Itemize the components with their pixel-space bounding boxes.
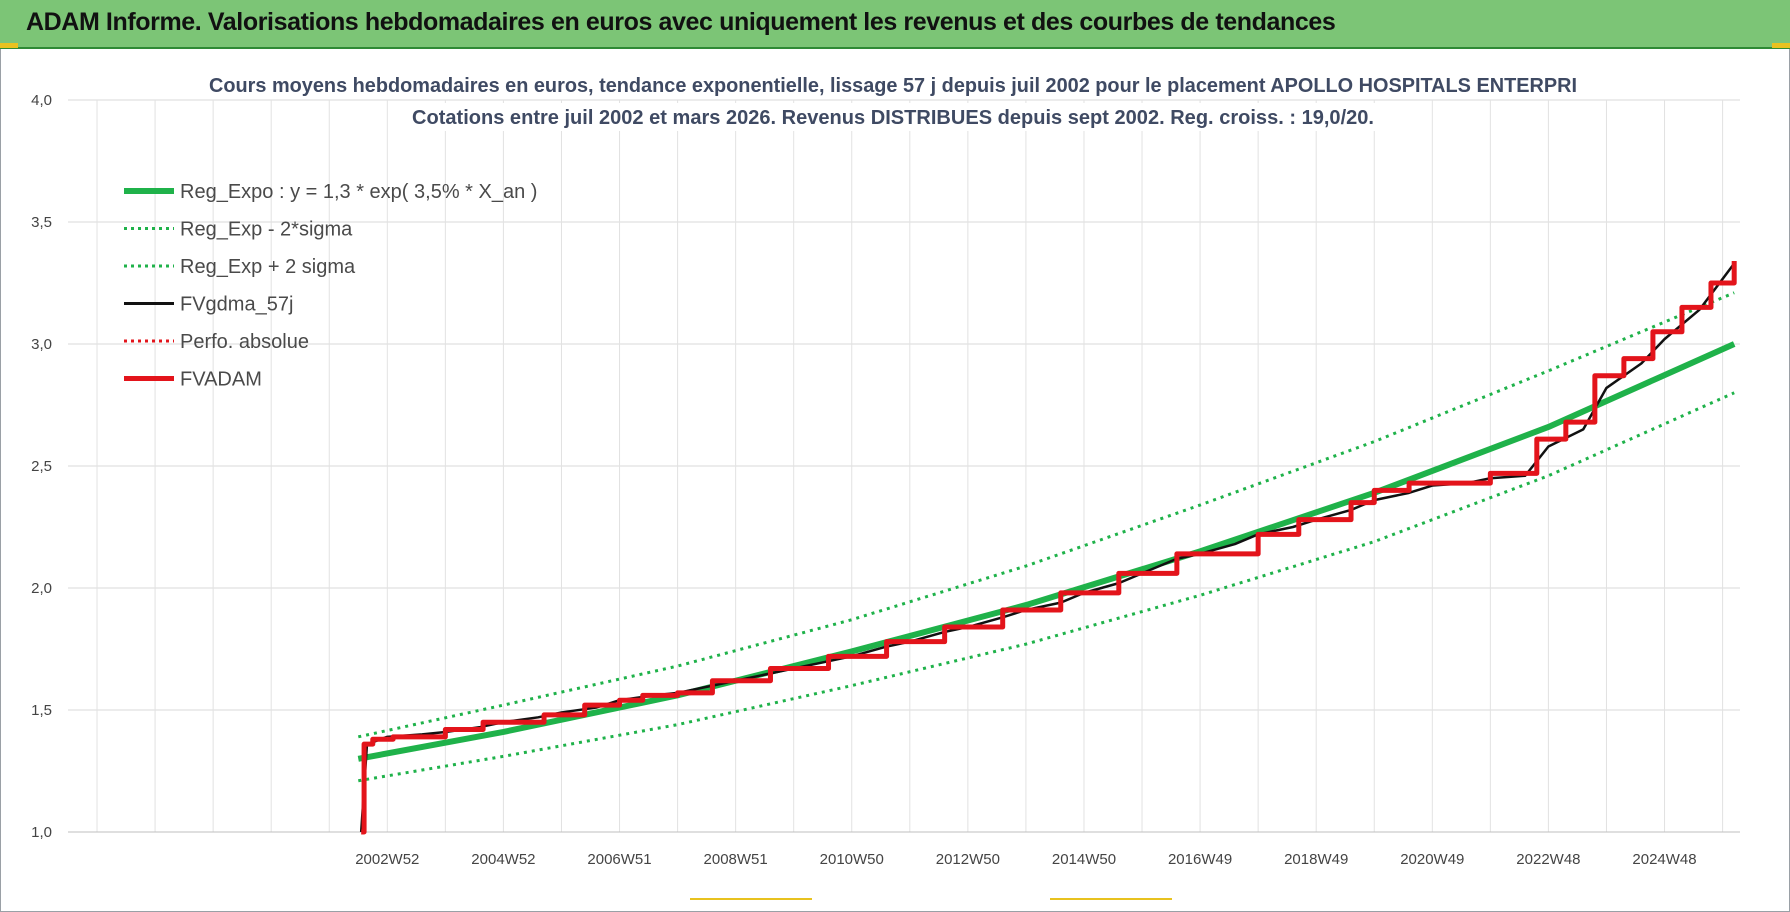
bottom-accent-mark-2 [1050,898,1172,900]
x-tick-label-6: 2014W50 [1052,851,1116,868]
x-tick-label-7: 2016W49 [1168,851,1232,868]
y-tick-label-6: 4,0 [31,92,52,109]
x-tick-label-2: 2006W51 [587,851,651,868]
report-banner: ADAM Informe. Valorisations hebdomadaire… [0,0,1790,49]
x-tick-label-8: 2018W49 [1284,851,1348,868]
series-line-1 [358,391,1735,783]
title-backdrop-2 [408,103,1378,131]
banner-title: ADAM Informe. Valorisations hebdomadaire… [26,8,1336,36]
corner-accent-left [0,43,18,48]
chart-titles: Cours moyens hebdomadaires en euros, ten… [206,70,1580,131]
x-tick-label-4: 2010W50 [820,851,884,868]
series-line-2 [357,291,1735,739]
y-tick-label-0: 1,0 [31,824,52,841]
legend-label-2: Reg_Exp + 2 sigma [180,256,356,278]
x-tick-label-1: 2004W52 [471,851,535,868]
bottom-accent-mark-1 [690,898,812,900]
series-line-3 [359,262,1736,833]
corner-accent-right [1772,43,1790,48]
grid-lines [68,99,1740,833]
title-backdrop-1 [206,70,1580,98]
series-line-5 [361,261,1737,835]
series-line-0 [357,341,1736,762]
chart-title: Cours moyens hebdomadaires en euros, ten… [209,75,1577,97]
legend-label-5: FVADAM [180,369,262,391]
legend-label-0: Reg_Expo : y = 1,3 * exp( 3,5% * X_an ) [180,181,537,203]
x-tick-label-3: 2008W51 [704,851,768,868]
y-tick-label-3: 2,5 [31,458,52,475]
y-tick-label-2: 2,0 [31,580,52,597]
y-tick-label-4: 3,0 [31,336,52,353]
x-tick-label-11: 2024W48 [1632,851,1696,868]
series-lines [357,261,1737,835]
x-tick-label-0: 2002W52 [355,851,419,868]
x-tick-label-10: 2022W48 [1516,851,1580,868]
chart-subtitle: Cotations entre juil 2002 et mars 2026. … [412,107,1374,129]
chart-legend: Reg_Expo : y = 1,3 * exp( 3,5% * X_an ) R… [124,181,537,391]
x-tick-label-9: 2020W49 [1400,851,1464,868]
legend-label-3: FVgdma_57j [180,294,293,316]
y-axis-ticks: 1,0 1,5 2,0 2,5 3,0 3,5 4,0 [31,92,52,841]
y-tick-label-1: 1,5 [31,702,52,719]
legend-label-4: Perfo. absolue [180,331,309,353]
legend-label-1: Reg_Exp - 2*sigma [180,219,353,241]
x-tick-label-5: 2012W50 [936,851,1000,868]
x-axis-ticks: 2002W52 2004W52 2006W51 2008W51 2010W50 2012W… [355,851,1696,868]
y-tick-label-5: 3,5 [31,214,52,231]
